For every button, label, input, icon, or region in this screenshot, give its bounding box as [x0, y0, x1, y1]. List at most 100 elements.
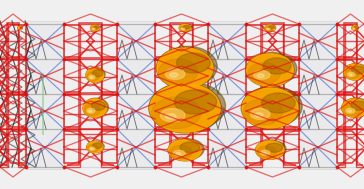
Ellipse shape — [352, 27, 356, 30]
Ellipse shape — [348, 110, 352, 112]
Ellipse shape — [169, 139, 204, 160]
Ellipse shape — [179, 24, 191, 32]
Bar — [208, 21, 246, 169]
Ellipse shape — [262, 93, 295, 113]
Ellipse shape — [86, 68, 104, 82]
Ellipse shape — [346, 108, 355, 113]
Ellipse shape — [266, 143, 282, 152]
Ellipse shape — [343, 98, 364, 116]
Ellipse shape — [353, 28, 355, 29]
Ellipse shape — [344, 64, 364, 80]
Ellipse shape — [161, 109, 185, 122]
Bar — [117, 21, 155, 169]
Ellipse shape — [342, 99, 364, 117]
Ellipse shape — [343, 104, 361, 116]
Ellipse shape — [262, 152, 266, 154]
Ellipse shape — [180, 26, 187, 31]
Ellipse shape — [169, 139, 202, 160]
Ellipse shape — [18, 27, 21, 29]
Ellipse shape — [91, 101, 106, 110]
Ellipse shape — [180, 142, 200, 153]
Ellipse shape — [260, 150, 270, 155]
Ellipse shape — [241, 88, 299, 129]
Ellipse shape — [348, 72, 355, 77]
Ellipse shape — [177, 53, 210, 73]
Ellipse shape — [19, 28, 20, 29]
Ellipse shape — [166, 114, 176, 119]
Ellipse shape — [91, 25, 99, 31]
Ellipse shape — [151, 97, 201, 129]
Ellipse shape — [84, 98, 108, 116]
Ellipse shape — [248, 63, 281, 84]
Ellipse shape — [352, 66, 364, 74]
Ellipse shape — [91, 25, 100, 31]
Ellipse shape — [91, 25, 99, 31]
Bar — [26, 21, 64, 169]
Ellipse shape — [150, 84, 220, 132]
Ellipse shape — [248, 53, 297, 85]
Ellipse shape — [149, 83, 221, 133]
Ellipse shape — [254, 70, 270, 79]
Ellipse shape — [181, 28, 185, 30]
Ellipse shape — [157, 48, 213, 88]
Ellipse shape — [345, 68, 360, 79]
Ellipse shape — [351, 101, 364, 110]
Ellipse shape — [257, 140, 286, 158]
Ellipse shape — [342, 99, 364, 117]
Ellipse shape — [19, 27, 22, 28]
Ellipse shape — [352, 26, 358, 30]
Ellipse shape — [244, 86, 302, 126]
Ellipse shape — [244, 99, 282, 125]
Ellipse shape — [92, 143, 102, 148]
Ellipse shape — [250, 108, 270, 119]
Ellipse shape — [265, 25, 275, 31]
Ellipse shape — [87, 108, 95, 113]
Ellipse shape — [174, 90, 217, 114]
Ellipse shape — [156, 47, 214, 88]
Ellipse shape — [87, 67, 105, 82]
Ellipse shape — [183, 25, 190, 29]
Ellipse shape — [91, 27, 97, 30]
Ellipse shape — [87, 72, 99, 81]
Ellipse shape — [87, 142, 103, 153]
Ellipse shape — [158, 46, 217, 86]
Ellipse shape — [352, 26, 359, 30]
Ellipse shape — [345, 64, 364, 79]
Ellipse shape — [246, 53, 294, 87]
Ellipse shape — [174, 150, 185, 156]
Ellipse shape — [254, 113, 263, 117]
Ellipse shape — [94, 26, 99, 29]
Ellipse shape — [263, 58, 291, 74]
Ellipse shape — [256, 141, 284, 159]
Ellipse shape — [265, 25, 276, 31]
Ellipse shape — [246, 54, 293, 86]
Ellipse shape — [92, 70, 103, 77]
Ellipse shape — [88, 110, 92, 112]
Ellipse shape — [87, 145, 99, 152]
Ellipse shape — [91, 148, 93, 149]
Ellipse shape — [19, 28, 20, 29]
Ellipse shape — [151, 82, 225, 130]
Ellipse shape — [86, 68, 104, 82]
Ellipse shape — [84, 104, 100, 116]
Ellipse shape — [18, 26, 22, 29]
Ellipse shape — [165, 68, 185, 80]
Ellipse shape — [269, 26, 274, 29]
Ellipse shape — [168, 139, 202, 161]
Ellipse shape — [266, 28, 270, 30]
Ellipse shape — [90, 77, 93, 78]
Ellipse shape — [256, 141, 284, 159]
Ellipse shape — [83, 99, 107, 117]
Ellipse shape — [180, 24, 191, 31]
Ellipse shape — [354, 26, 358, 29]
Ellipse shape — [265, 25, 275, 31]
Ellipse shape — [92, 28, 95, 30]
Ellipse shape — [179, 24, 191, 32]
Ellipse shape — [87, 141, 103, 153]
Ellipse shape — [182, 29, 183, 30]
Ellipse shape — [352, 26, 358, 30]
Ellipse shape — [349, 74, 352, 76]
Ellipse shape — [176, 153, 181, 155]
Ellipse shape — [83, 99, 107, 117]
Ellipse shape — [90, 147, 95, 150]
